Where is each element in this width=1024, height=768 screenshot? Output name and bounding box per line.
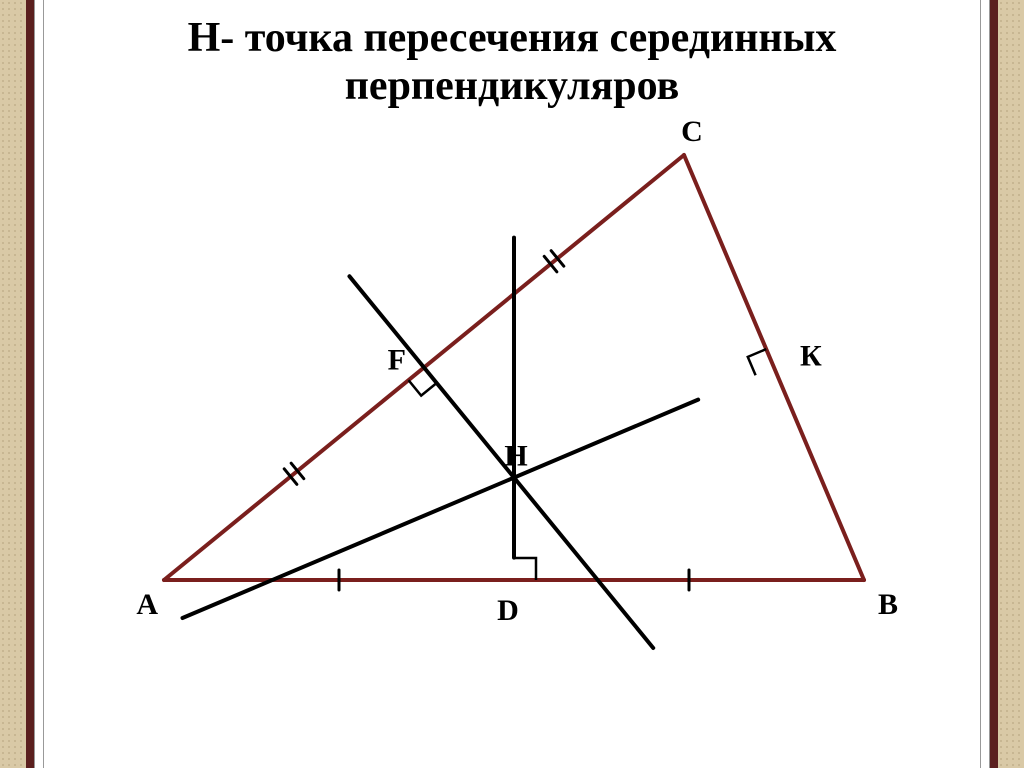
label-H: Н <box>504 440 527 473</box>
content-area: Н- точка пересечения серединных перпенди… <box>44 0 980 768</box>
right-border <box>980 0 1024 768</box>
right-angle-F <box>409 380 437 395</box>
dark-stripe <box>26 0 34 768</box>
light-stripe <box>34 0 44 768</box>
side-BC <box>684 155 864 580</box>
label-B: B <box>878 588 898 621</box>
label-A: A <box>136 588 158 621</box>
perp-bisector-BC <box>183 400 699 618</box>
texture <box>998 0 1024 768</box>
dark-stripe <box>990 0 998 768</box>
label-K: К <box>800 340 822 373</box>
label-F: F <box>388 344 406 377</box>
texture <box>0 0 26 768</box>
right-angle-D <box>514 558 536 580</box>
left-border <box>0 0 44 768</box>
right-angle-K <box>748 349 766 375</box>
slide: Н- точка пересечения серединных перпенди… <box>0 0 1024 768</box>
perp-bisector-CA <box>349 276 653 648</box>
label-C: C <box>681 115 703 148</box>
light-stripe <box>980 0 990 768</box>
label-D: D <box>497 594 519 627</box>
geometry-diagram: A B C D F К Н <box>44 0 980 768</box>
